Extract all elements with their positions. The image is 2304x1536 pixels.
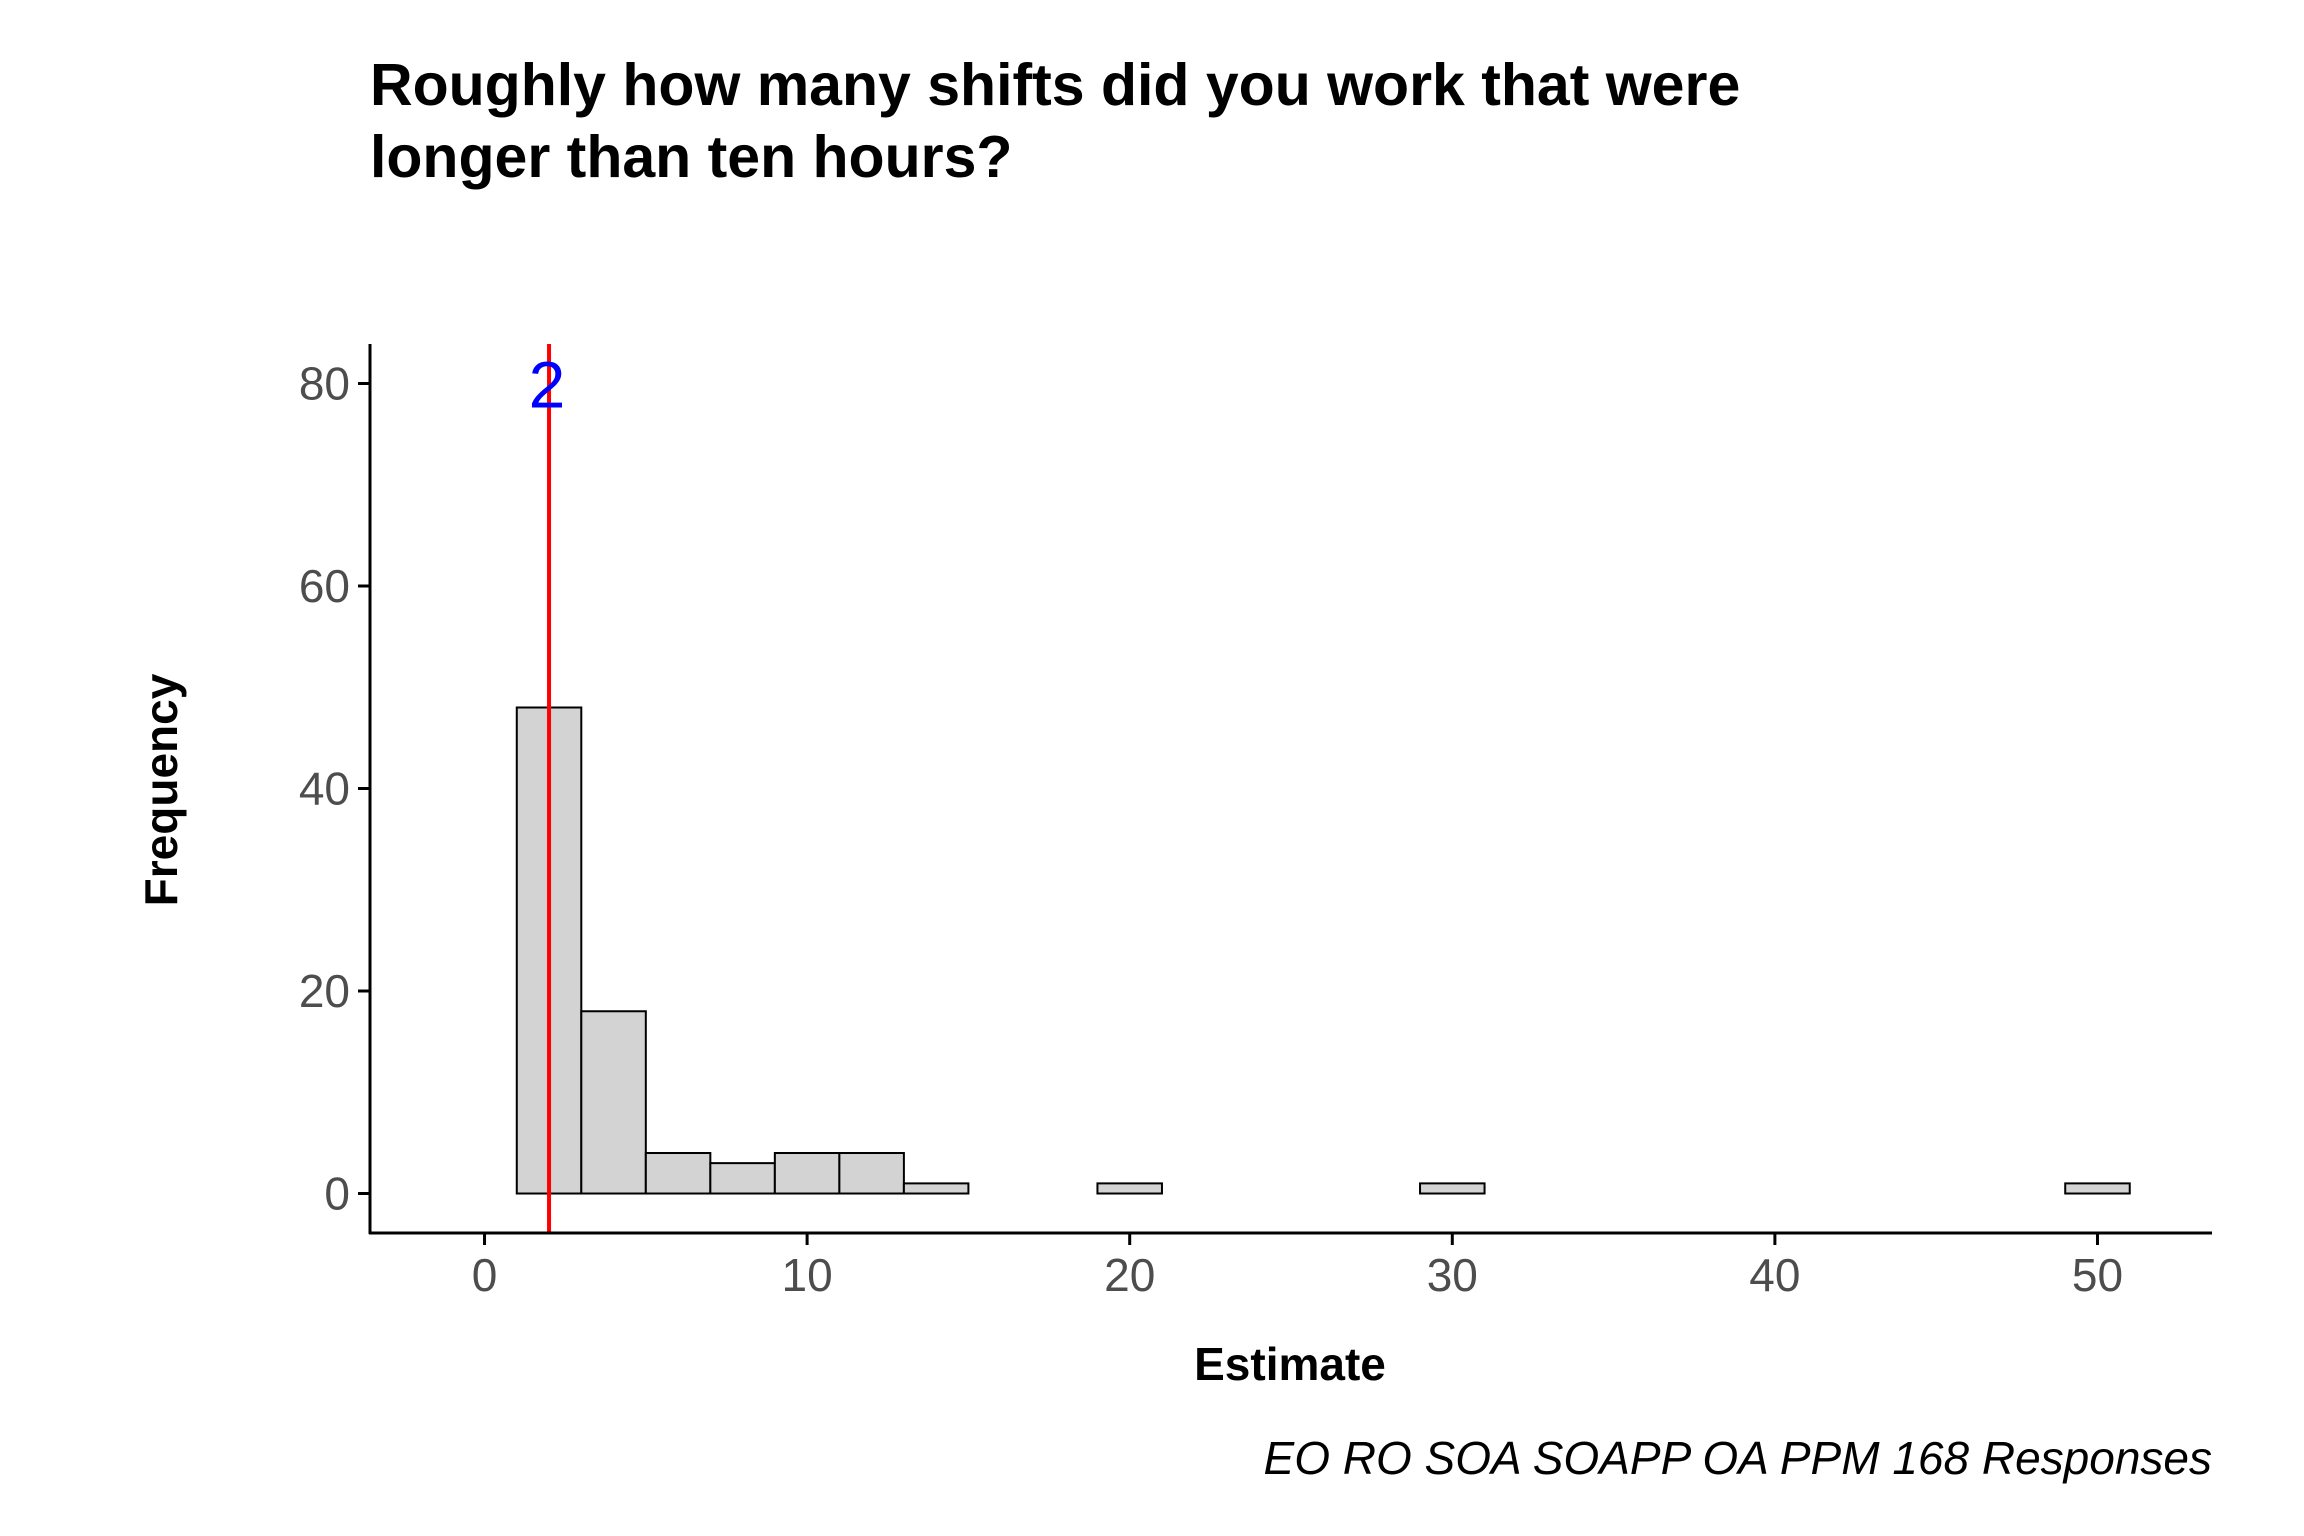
y-tick-label-0: 0 (324, 1168, 350, 1220)
chart-title-line-2: longer than ten hours? (370, 124, 1012, 190)
x-tick-label-30: 30 (1427, 1249, 1478, 1301)
histogram-bar-5 (838, 1152, 905, 1195)
histogram-bar-24 (2064, 1182, 2131, 1195)
x-tick-label-0: 0 (472, 1249, 498, 1301)
x-tick-label-10: 10 (782, 1249, 833, 1301)
histogram-bar-4 (773, 1152, 841, 1195)
x-tick-label-20: 20 (1104, 1249, 1155, 1301)
histogram-bar-6 (902, 1182, 970, 1195)
y-axis-title: Frequency (135, 673, 187, 906)
histogram-bar-9 (1096, 1182, 1163, 1195)
chart-title-line-1: Roughly how many shifts did you work tha… (370, 52, 1740, 118)
x-axis-title: Estimate (1194, 1338, 1386, 1390)
x-tick-label-50: 50 (2072, 1249, 2123, 1301)
x-tick-label-40: 40 (1749, 1249, 1800, 1301)
chart-caption: EO RO SOA SOAPP OA PPM 168 Responses (1264, 1432, 2212, 1484)
y-tick-label-40: 40 (299, 763, 350, 815)
y-tick-label-60: 60 (299, 560, 350, 612)
histogram-bar-14 (1419, 1182, 1486, 1195)
y-tick-label-20: 20 (299, 965, 350, 1017)
histogram-bar-1 (580, 1010, 647, 1195)
histogram-bar-3 (709, 1162, 776, 1195)
median-label: 2 (529, 347, 566, 421)
histogram-bar-2 (644, 1152, 712, 1195)
y-tick-label-80: 80 (299, 357, 350, 409)
